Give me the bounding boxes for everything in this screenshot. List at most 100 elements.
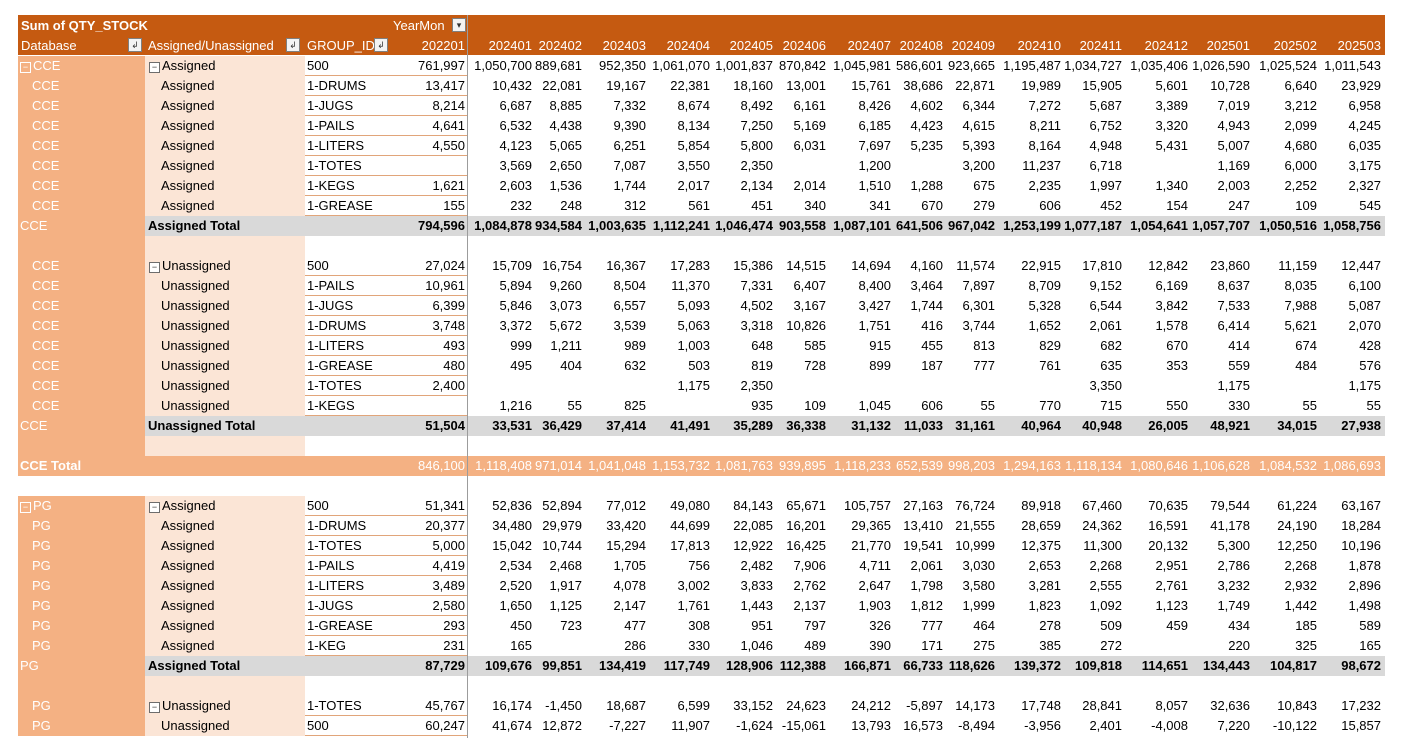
value-cell[interactable]: 493 — [443, 338, 465, 353]
value-cell[interactable]: 1,046 — [740, 638, 773, 653]
value-cell[interactable]: 2,061 — [1089, 318, 1122, 333]
value-cell[interactable] — [380, 156, 467, 176]
value-cell[interactable]: 165 — [1359, 638, 1381, 653]
value-cell[interactable]: 2,468 — [549, 558, 582, 573]
value-cell[interactable]: 939,895 — [779, 458, 826, 473]
assigned-cell[interactable]: − Assigned — [145, 56, 305, 76]
value-cell[interactable]: 576 — [1359, 358, 1381, 373]
value-cell[interactable]: 2,235 — [1028, 178, 1061, 193]
value-cell[interactable]: 5,235 — [910, 138, 943, 153]
value-cell[interactable]: 4,948 — [1089, 138, 1122, 153]
value-cell[interactable]: 5,093 — [677, 298, 710, 313]
value-cell[interactable]: 1,294,163 — [1003, 458, 1061, 473]
value-cell[interactable] — [997, 376, 1063, 396]
value-cell[interactable]: 1,650 — [499, 598, 532, 613]
value-cell[interactable]: 3,318 — [740, 318, 773, 333]
value-cell[interactable]: 76,724 — [955, 498, 995, 513]
value-cell[interactable]: 480 — [443, 358, 465, 373]
value-cell[interactable]: 6,532 — [499, 118, 532, 133]
value-cell[interactable]: 11,370 — [671, 278, 710, 293]
value-cell[interactable]: 41,178 — [1210, 518, 1250, 533]
value-cell[interactable]: 1,041,048 — [588, 458, 646, 473]
value-cell[interactable]: 813 — [973, 338, 995, 353]
value-cell[interactable]: 2,951 — [1155, 558, 1188, 573]
value-cell[interactable]: 2,580 — [432, 598, 465, 613]
value-cell[interactable]: 89,918 — [1021, 498, 1061, 513]
value-cell[interactable]: 1,997 — [1089, 178, 1122, 193]
value-cell[interactable]: 35,289 — [733, 418, 773, 433]
value-cell[interactable]: 44,699 — [670, 518, 710, 533]
value-cell[interactable]: 55 — [980, 398, 995, 413]
value-cell[interactable]: 2,555 — [1089, 578, 1122, 593]
value-cell[interactable]: 459 — [1166, 618, 1188, 633]
value-cell[interactable]: 635 — [1100, 358, 1122, 373]
value-cell[interactable]: 187 — [921, 358, 943, 373]
collapse-icon[interactable]: − — [149, 62, 160, 73]
value-cell[interactable]: 312 — [624, 198, 646, 213]
value-cell[interactable]: 3,073 — [549, 298, 582, 313]
value-cell[interactable]: 12,872 — [542, 718, 582, 733]
value-cell[interactable]: 935 — [751, 398, 773, 413]
value-cell[interactable]: 2,786 — [1217, 558, 1250, 573]
value-cell[interactable]: 6,185 — [858, 118, 891, 133]
value-cell[interactable]: 825 — [624, 398, 646, 413]
value-cell[interactable]: 3,200 — [962, 158, 995, 173]
value-cell[interactable] — [1124, 636, 1190, 656]
value-cell[interactable]: 3,389 — [1155, 98, 1188, 113]
value-cell[interactable]: -4,008 — [1151, 718, 1188, 733]
value-cell[interactable]: 971,014 — [535, 458, 582, 473]
value-cell[interactable]: 10,196 — [1341, 538, 1381, 553]
value-cell[interactable]: 5,800 — [740, 138, 773, 153]
value-cell[interactable]: 29,979 — [542, 518, 582, 533]
value-cell[interactable]: 1,744 — [613, 178, 646, 193]
value-cell[interactable]: 1,878 — [1348, 558, 1381, 573]
value-cell[interactable]: 7,533 — [1217, 298, 1250, 313]
value-cell[interactable]: 1,442 — [1284, 598, 1317, 613]
value-cell[interactable]: 5,328 — [1028, 298, 1061, 313]
value-cell[interactable]: 1,153,732 — [652, 458, 710, 473]
value-cell[interactable]: 36,338 — [786, 418, 826, 433]
value-cell[interactable]: 1,578 — [1155, 318, 1188, 333]
value-cell[interactable]: 1,123 — [1155, 598, 1188, 613]
value-cell[interactable]: 652,539 — [896, 458, 943, 473]
value-cell[interactable]: 1,749 — [1217, 598, 1250, 613]
value-cell[interactable]: 6,344 — [962, 98, 995, 113]
value-cell[interactable]: 278 — [1039, 618, 1061, 633]
value-cell[interactable]: 2,061 — [910, 558, 943, 573]
value-cell[interactable]: 15,386 — [733, 258, 773, 273]
value-cell[interactable]: 14,515 — [786, 258, 826, 273]
value-cell[interactable]: 22,915 — [1021, 258, 1061, 273]
value-cell[interactable]: 509 — [1100, 618, 1122, 633]
value-cell[interactable]: 934,584 — [535, 218, 582, 233]
value-cell[interactable]: 16,573 — [903, 718, 943, 733]
value-cell[interactable]: 77,012 — [606, 498, 646, 513]
value-cell[interactable] — [534, 636, 584, 656]
value-cell[interactable]: 4,423 — [910, 118, 943, 133]
value-cell[interactable]: 464 — [973, 618, 995, 633]
value-cell[interactable]: 5,169 — [793, 118, 826, 133]
value-cell[interactable]: 231 — [443, 638, 465, 653]
value-cell[interactable]: 3,212 — [1284, 98, 1317, 113]
value-cell[interactable] — [828, 376, 893, 396]
assigned-cell[interactable]: − Assigned — [145, 496, 305, 516]
value-cell[interactable]: 2,650 — [549, 158, 582, 173]
value-cell[interactable]: 1,086,693 — [1323, 458, 1381, 473]
value-cell[interactable]: 114,651 — [1141, 658, 1188, 673]
value-cell[interactable]: 33,531 — [492, 418, 532, 433]
value-cell[interactable]: 2,603 — [499, 178, 532, 193]
value-cell[interactable]: 6,557 — [613, 298, 646, 313]
value-cell[interactable]: 70,635 — [1148, 498, 1188, 513]
value-cell[interactable]: 903,558 — [779, 218, 826, 233]
value-cell[interactable]: 10,432 — [492, 78, 532, 93]
value-cell[interactable]: 3,232 — [1217, 578, 1250, 593]
value-cell[interactable]: 134,443 — [1203, 658, 1250, 673]
value-cell[interactable]: -8,494 — [958, 718, 995, 733]
value-cell[interactable]: 3,489 — [432, 578, 465, 593]
value-cell[interactable]: 1,081,763 — [715, 458, 773, 473]
value-cell[interactable]: 7,272 — [1028, 98, 1061, 113]
value-cell[interactable]: 51,341 — [425, 498, 465, 513]
value-cell[interactable] — [648, 396, 712, 416]
value-cell[interactable]: 326 — [869, 618, 891, 633]
value-cell[interactable]: 134,419 — [599, 658, 646, 673]
value-cell[interactable]: 5,065 — [549, 138, 582, 153]
